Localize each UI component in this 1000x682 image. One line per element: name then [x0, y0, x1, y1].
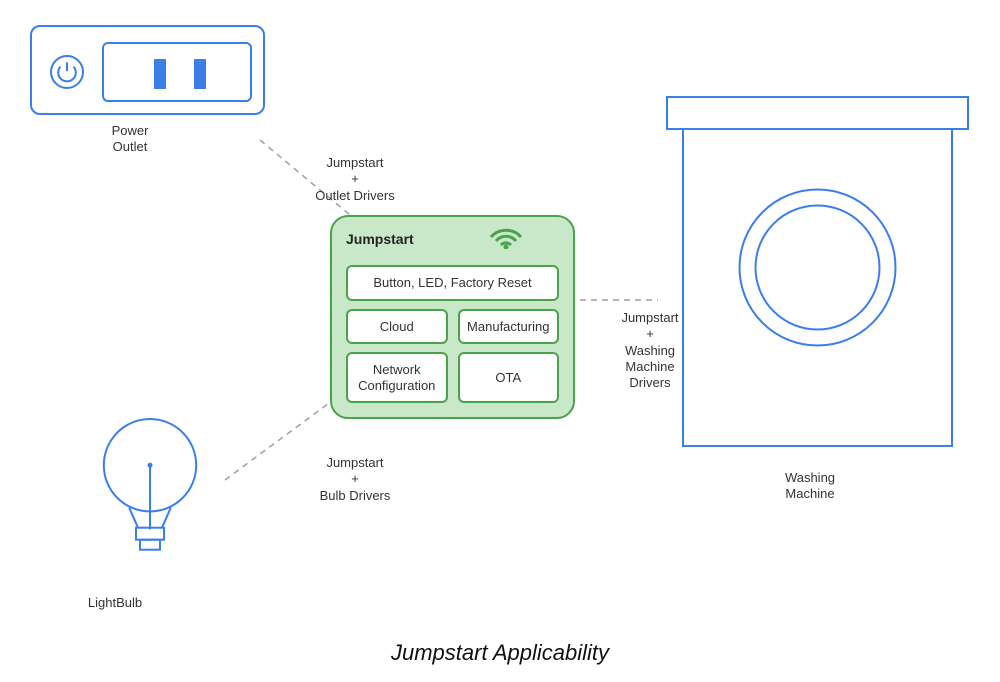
jumpstart-row: Button, LED, Factory Reset — [346, 265, 559, 301]
jumpstart-feature: Cloud — [346, 309, 448, 345]
power-icon — [47, 52, 87, 92]
plug-slot — [154, 59, 166, 89]
jumpstart-feature: OTA — [458, 352, 560, 403]
jumpstart-row: NetworkConfigurationOTA — [346, 352, 559, 403]
connector-label: Jumpstart+WashingMachineDrivers — [595, 310, 705, 391]
power-outlet-label: PowerOutlet — [90, 123, 170, 156]
jumpstart-feature: Manufacturing — [458, 309, 560, 345]
washing-machine — [665, 95, 970, 450]
connector-label: Jumpstart+Bulb Drivers — [300, 455, 410, 504]
jumpstart-row: Cloud Manufacturing — [346, 309, 559, 345]
wifi-icon — [489, 225, 523, 249]
light-bulb — [95, 415, 205, 585]
light-bulb-label: LightBulb — [65, 595, 165, 611]
jumpstart-feature: NetworkConfiguration — [346, 352, 448, 403]
plug-face — [102, 42, 252, 102]
diagram-canvas: PowerOutlet Jumpstart Button, LED, Facto… — [0, 0, 1000, 682]
jumpstart-feature: Button, LED, Factory Reset — [346, 265, 559, 301]
jumpstart-module: Jumpstart Button, LED, Factory Reset Clou… — [330, 215, 575, 419]
jumpstart-title: Jumpstart — [346, 231, 414, 247]
washing-machine-label: WashingMachine — [760, 470, 860, 503]
connector-label: Jumpstart+Outlet Drivers — [300, 155, 410, 204]
diagram-caption: Jumpstart Applicability — [350, 640, 650, 666]
plug-slot — [194, 59, 206, 89]
power-outlet — [30, 25, 265, 115]
